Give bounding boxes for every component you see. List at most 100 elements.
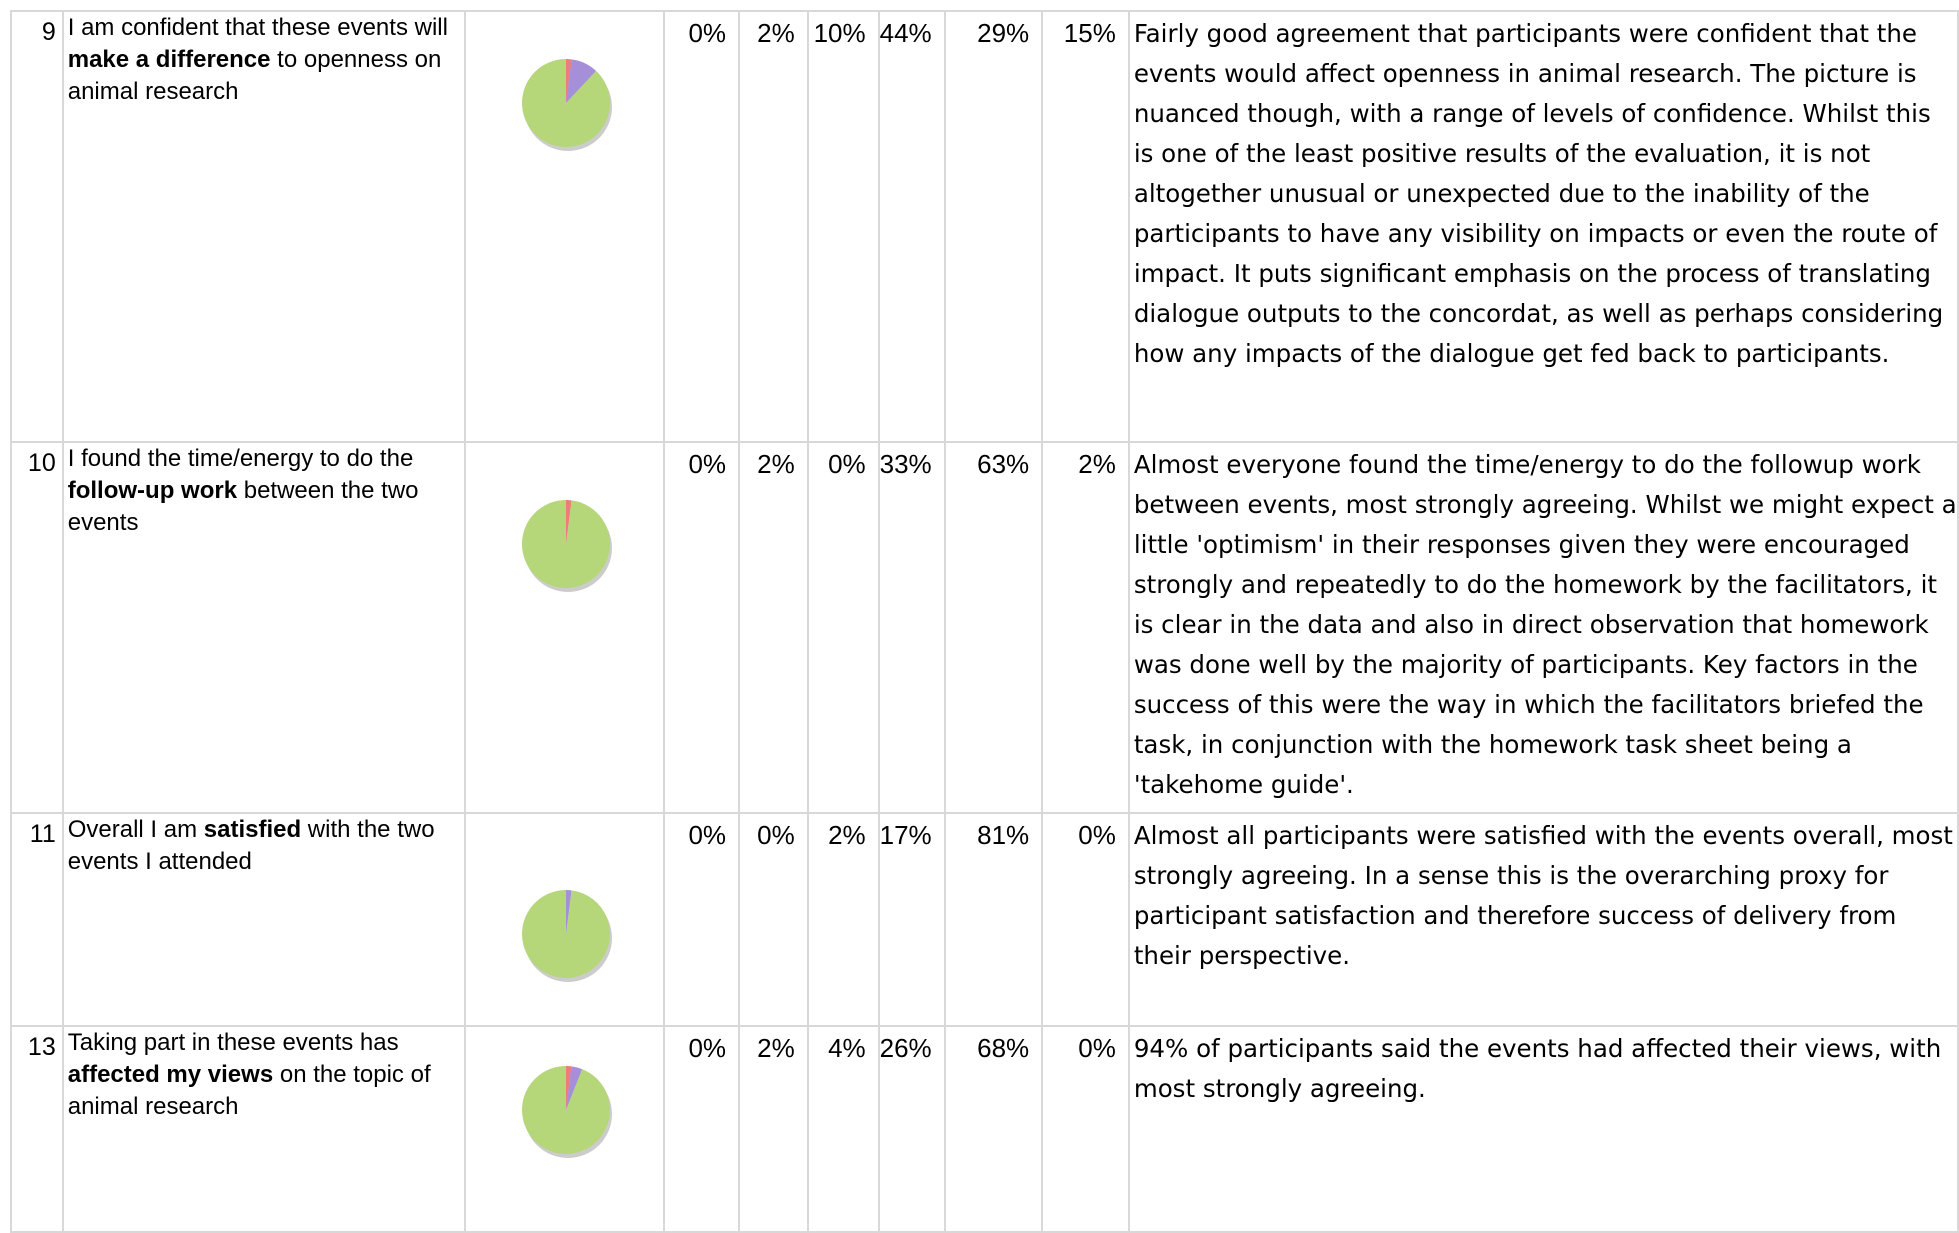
pie-chart [522,59,613,151]
pie-slice [560,500,567,544]
question-bold: affected my views [67,1061,274,1088]
cell: 0% [1041,1025,1130,1233]
cell: 26% [877,1025,946,1233]
cell [464,812,666,1027]
cell: 13 [10,1025,64,1233]
pie-slice [550,70,611,147]
pie-slice [566,59,572,103]
row-number: 9 [41,18,56,46]
question-bold: satisfied [203,816,302,843]
percentage: 10% [813,18,866,48]
percentage: 2% [757,449,795,479]
cell: 33% [877,441,946,814]
cell: 63% [943,441,1044,814]
cell: 0% [806,441,880,814]
cell [464,10,666,443]
percentage: 2% [828,820,866,850]
comment: Almost everyone found the time/energy to… [1133,450,1957,799]
row: 10 I found the time/energy to do the foll… [10,441,1959,814]
cell: 68% [943,1025,1044,1233]
cell: 17% [877,812,946,1027]
cell: 2% [806,812,880,1027]
pie-slice [530,59,567,103]
percentage: 29% [977,18,1030,48]
percentage: 2% [757,1033,795,1063]
cell: 15% [1041,10,1130,443]
pie-slice [522,77,567,144]
cell: 10 [10,441,64,814]
percentage: 0% [688,18,727,48]
cell: Almost all participants were satisfied w… [1127,812,1959,1027]
question-text: with the two events I attended [67,816,435,875]
percentage: 68% [977,1033,1030,1063]
comment: Fairly good agreement that participants … [1133,19,1944,368]
pie-slice [522,500,602,588]
cell: 0% [663,812,741,1027]
percentage: 0% [828,449,866,479]
cell: I am confident that these events will ma… [61,10,467,443]
question-bold: make a difference [67,46,271,73]
comment: Almost all participants were satisfied w… [1133,821,1953,970]
cell: 0% [1041,812,1130,1027]
question-text: Taking part in these events has [67,1029,399,1056]
pie-slice [566,1066,572,1110]
cell: 0% [738,812,809,1027]
cell: 44% [877,10,946,443]
question-text: between the two events [67,477,419,536]
percentage: 2% [1078,449,1116,479]
pie-slice [522,1066,607,1154]
cell: Fairly good agreement that participants … [1127,10,1959,443]
row-number: 10 [27,449,56,477]
question-text: on the topic of animal research [67,1061,431,1120]
pie-slice [566,1069,611,1129]
percentage: 2% [757,18,795,48]
percentage: 0% [688,449,727,479]
cell: 11 [10,812,64,1027]
percentage: 0% [688,1033,727,1063]
question-text: I am confident that these events will [67,14,448,41]
percentage: 0% [757,820,795,850]
cell: 0% [663,10,741,443]
percentage: 33% [879,449,932,479]
cell: 9 [10,10,64,443]
pie-slice [566,1066,583,1110]
cell: 4% [806,1025,880,1233]
row: 13 Taking part in these events has affect… [10,1025,1959,1233]
pie-chart [522,890,613,982]
cell: 2% [738,441,809,814]
row: 11 Overall I am satisfied with the two ev… [10,812,1959,1027]
question-text: I found the time/energy to do the [67,445,414,472]
pie-slice [566,890,572,934]
pie-slice [566,500,572,544]
pie-slice [522,890,611,978]
cell: 2% [738,1025,809,1233]
cell: Overall I am satisfied with the two even… [61,812,467,1027]
percentage: 44% [879,18,932,48]
cell: 81% [943,812,1044,1027]
percentage: 0% [1078,1033,1116,1063]
cell: Almost everyone found the time/energy to… [1127,441,1959,814]
row-number: 13 [27,1033,56,1061]
cell [464,441,666,814]
percentage: 26% [879,1033,932,1063]
comment: 94% of participants said the events had … [1133,1034,1942,1103]
cell: 29% [943,10,1044,443]
question-text: Overall I am [67,816,204,843]
percentage: 0% [1078,820,1116,850]
question-bold: follow-up work [67,477,238,504]
cell: Taking part in these events has affected… [61,1025,467,1233]
cell: 2% [738,10,809,443]
row-number: 11 [29,820,56,848]
cell: 10% [806,10,880,443]
percentage: 17% [879,820,932,850]
percentage: 4% [828,1033,866,1063]
pie-slice [566,500,611,570]
pie-chart [522,500,613,592]
percentage: 63% [977,449,1030,479]
pie-slice [566,890,608,934]
percentage: 81% [977,820,1030,850]
cell [464,1025,666,1233]
